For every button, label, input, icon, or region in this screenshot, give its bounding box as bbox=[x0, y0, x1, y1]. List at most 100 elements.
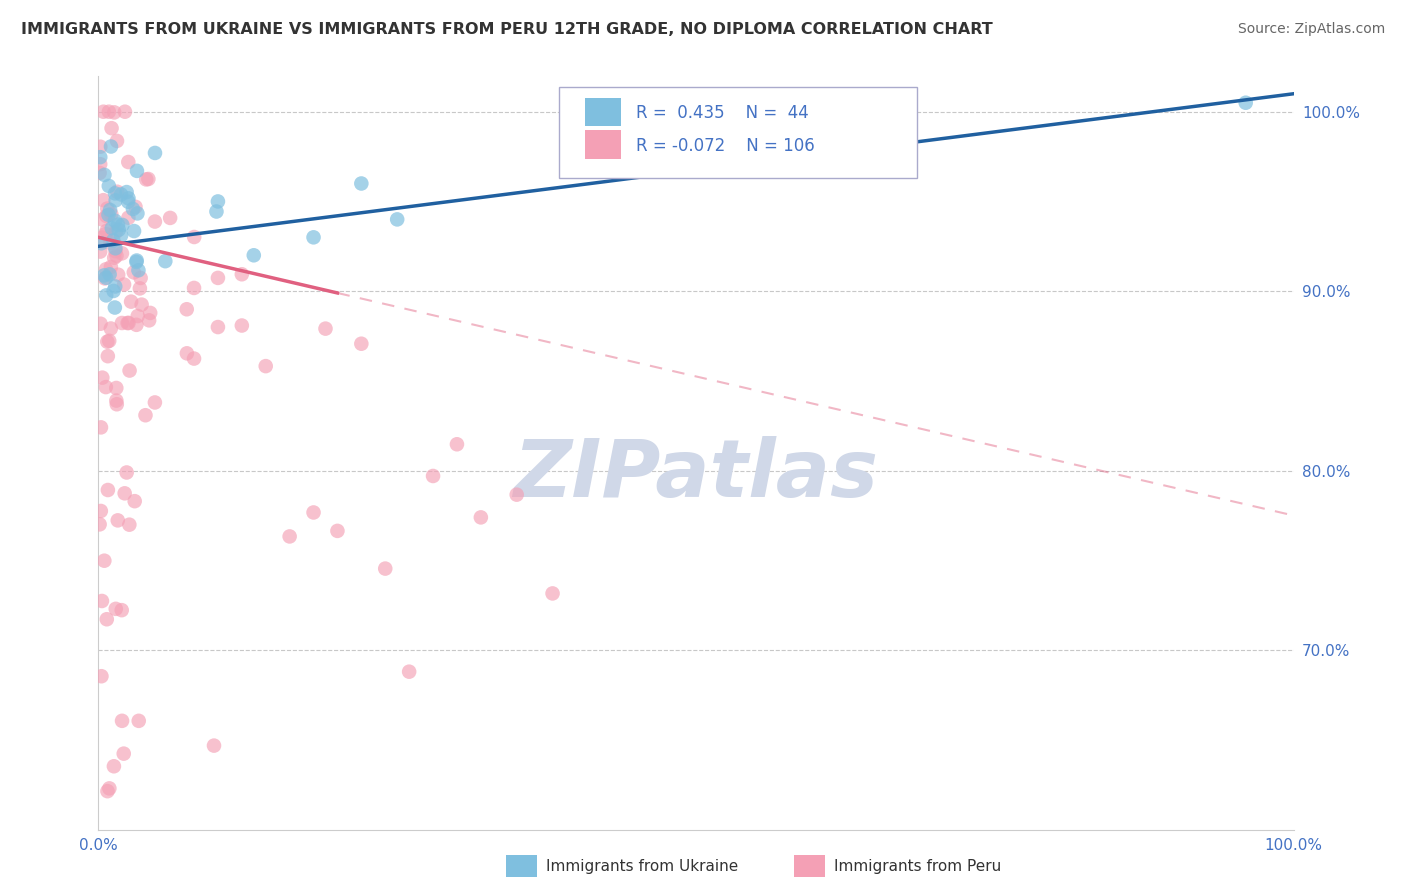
Point bbox=[122, 202, 145, 216]
Point bbox=[105, 393, 128, 408]
Point bbox=[127, 206, 149, 220]
Point bbox=[422, 469, 444, 483]
Point bbox=[129, 271, 152, 285]
Point bbox=[302, 230, 325, 244]
Point bbox=[97, 349, 120, 363]
Point bbox=[159, 211, 181, 225]
Point bbox=[93, 193, 115, 207]
Point bbox=[97, 208, 120, 222]
Point bbox=[143, 395, 166, 409]
Point bbox=[89, 517, 111, 532]
Point bbox=[103, 234, 125, 248]
Point bbox=[100, 121, 122, 136]
Point bbox=[128, 281, 150, 295]
Point bbox=[143, 145, 166, 160]
Point bbox=[125, 318, 148, 332]
Point bbox=[470, 510, 492, 524]
Point bbox=[90, 669, 112, 683]
Text: R = -0.072    N = 106: R = -0.072 N = 106 bbox=[637, 136, 815, 155]
Point bbox=[96, 288, 118, 302]
Point bbox=[111, 218, 134, 232]
Point bbox=[91, 230, 114, 244]
Point bbox=[114, 104, 136, 119]
FancyBboxPatch shape bbox=[558, 87, 917, 178]
Point bbox=[100, 235, 122, 250]
Point bbox=[93, 268, 115, 283]
Point bbox=[89, 166, 111, 180]
Point bbox=[104, 244, 127, 259]
Point bbox=[124, 494, 146, 508]
Point bbox=[128, 714, 150, 728]
Point bbox=[183, 230, 205, 244]
Point bbox=[107, 513, 129, 527]
Point bbox=[115, 466, 138, 480]
Point bbox=[114, 486, 136, 500]
Point bbox=[111, 316, 134, 330]
Point bbox=[94, 271, 117, 285]
Point bbox=[118, 363, 141, 377]
Point bbox=[120, 294, 142, 309]
Point bbox=[138, 313, 160, 327]
Point bbox=[254, 359, 277, 373]
Point bbox=[122, 265, 145, 279]
Point bbox=[104, 186, 127, 201]
Point bbox=[105, 381, 128, 395]
Point bbox=[96, 612, 118, 626]
Point bbox=[118, 517, 141, 532]
Point bbox=[93, 554, 115, 568]
Point bbox=[103, 284, 125, 298]
Point bbox=[117, 316, 139, 330]
Point bbox=[96, 334, 118, 349]
Point bbox=[100, 207, 122, 221]
Point bbox=[541, 586, 564, 600]
Point bbox=[207, 320, 229, 334]
Point bbox=[105, 185, 128, 199]
Point bbox=[278, 529, 301, 543]
Point bbox=[138, 172, 160, 186]
Point bbox=[89, 150, 111, 164]
Point bbox=[107, 268, 129, 282]
Point bbox=[135, 172, 157, 186]
Point bbox=[105, 134, 128, 148]
Text: Immigrants from Peru: Immigrants from Peru bbox=[834, 859, 1001, 873]
Point bbox=[103, 759, 125, 773]
Point bbox=[202, 739, 225, 753]
Point bbox=[112, 277, 135, 292]
Point bbox=[127, 309, 149, 323]
Point bbox=[89, 317, 111, 331]
Point bbox=[104, 301, 127, 315]
Point bbox=[94, 227, 117, 241]
Text: Source: ZipAtlas.com: Source: ZipAtlas.com bbox=[1237, 22, 1385, 37]
Point bbox=[111, 714, 134, 728]
Point bbox=[104, 225, 127, 239]
Point bbox=[90, 236, 112, 251]
Point bbox=[122, 224, 145, 238]
Text: IMMIGRANTS FROM UKRAINE VS IMMIGRANTS FROM PERU 12TH GRADE, NO DIPLOMA CORRELATI: IMMIGRANTS FROM UKRAINE VS IMMIGRANTS FR… bbox=[21, 22, 993, 37]
Point bbox=[100, 139, 122, 153]
Point bbox=[93, 168, 115, 182]
Point bbox=[243, 248, 266, 262]
Point bbox=[110, 187, 132, 202]
Point bbox=[96, 202, 118, 216]
Point bbox=[104, 213, 127, 227]
Point bbox=[97, 178, 120, 193]
Point bbox=[125, 164, 148, 178]
Point bbox=[94, 270, 117, 285]
Point bbox=[89, 139, 111, 153]
Point bbox=[134, 409, 156, 423]
Point bbox=[398, 665, 420, 679]
Point bbox=[107, 218, 129, 232]
Text: ZIPatlas: ZIPatlas bbox=[513, 436, 879, 515]
Point bbox=[101, 221, 124, 235]
Point bbox=[117, 194, 139, 209]
Point bbox=[125, 255, 148, 269]
Point bbox=[385, 212, 409, 227]
Point bbox=[117, 155, 139, 169]
Point bbox=[104, 194, 127, 208]
Point bbox=[90, 420, 112, 434]
Point bbox=[124, 200, 146, 214]
Point bbox=[96, 209, 118, 223]
Point bbox=[117, 211, 139, 225]
Point bbox=[98, 202, 121, 217]
Point bbox=[183, 281, 205, 295]
